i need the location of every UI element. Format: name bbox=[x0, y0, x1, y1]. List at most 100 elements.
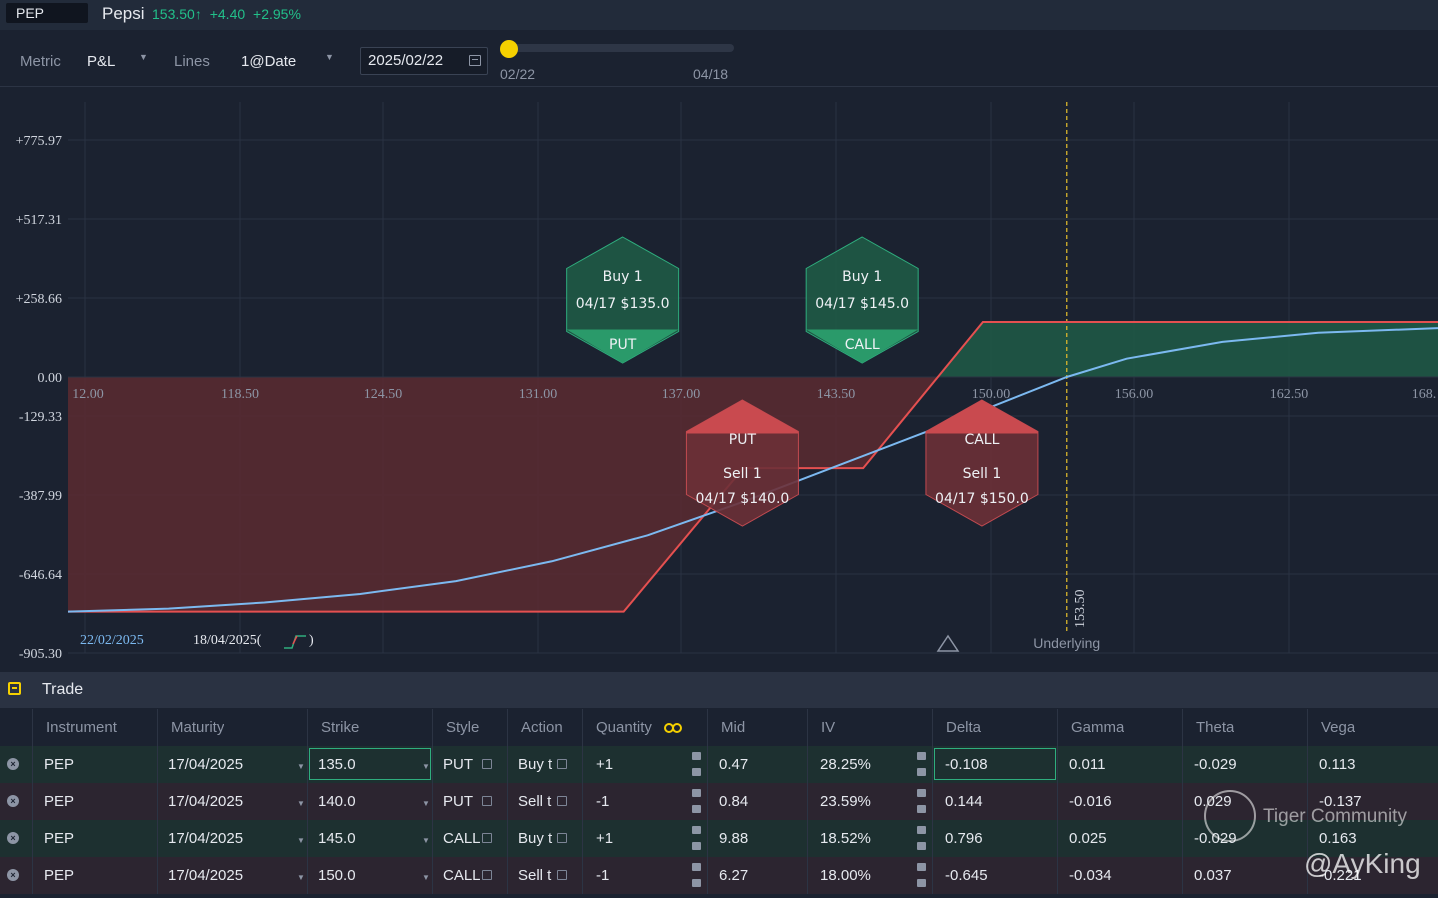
column-header-theta[interactable]: Theta bbox=[1196, 719, 1235, 736]
lines-chevron-down-icon[interactable]: ▼ bbox=[325, 52, 334, 62]
table-row: × PEP 17/04/2025 135.0 PUT Buy t +1 0.47 28.25% -… bbox=[0, 746, 1438, 783]
column-divider bbox=[307, 783, 308, 820]
maturity-chevron-down-icon[interactable]: ▼ bbox=[297, 762, 305, 771]
column-divider bbox=[432, 783, 433, 820]
iv-decrement-icon[interactable] bbox=[917, 768, 926, 776]
remove-leg-icon[interactable]: × bbox=[7, 832, 19, 844]
column-header-vega[interactable]: Vega bbox=[1321, 719, 1356, 736]
column-header-instrument[interactable]: Instrument bbox=[46, 719, 117, 736]
iv-increment-icon[interactable] bbox=[917, 826, 926, 834]
column-divider bbox=[1307, 783, 1308, 820]
trade-table: Instrument Maturity Strike Style Action Quant… bbox=[0, 709, 1438, 894]
calendar-icon[interactable] bbox=[469, 55, 481, 66]
cell-maturity[interactable]: 17/04/2025 bbox=[168, 756, 244, 773]
cell-strike[interactable]: 150.0 bbox=[318, 867, 356, 884]
maturity-chevron-down-icon[interactable]: ▼ bbox=[297, 873, 305, 882]
column-header-strike[interactable]: Strike bbox=[321, 719, 360, 736]
remove-leg-icon[interactable]: × bbox=[7, 795, 19, 807]
date-slider-handle[interactable] bbox=[500, 40, 518, 58]
quantity-decrement-icon[interactable] bbox=[692, 879, 701, 887]
remove-leg-icon[interactable]: × bbox=[7, 758, 19, 770]
strike-chevron-down-icon[interactable]: ▼ bbox=[422, 762, 430, 771]
strike-chevron-down-icon[interactable]: ▼ bbox=[422, 836, 430, 845]
cell-quantity[interactable]: +1 bbox=[596, 830, 614, 847]
cell-maturity[interactable]: 17/04/2025 bbox=[168, 830, 244, 847]
quantity-increment-icon[interactable] bbox=[692, 789, 701, 797]
iv-increment-icon[interactable] bbox=[917, 863, 926, 871]
maturity-chevron-down-icon[interactable]: ▼ bbox=[297, 836, 305, 845]
column-header-quantity[interactable]: Quantity bbox=[596, 719, 652, 736]
column-header-mid[interactable]: Mid bbox=[721, 719, 746, 736]
cell-action[interactable]: Sell t bbox=[518, 867, 552, 884]
quantity-decrement-icon[interactable] bbox=[692, 842, 701, 850]
column-header-style[interactable]: Style bbox=[446, 719, 480, 736]
leg-type-band bbox=[925, 400, 1038, 434]
date-input[interactable]: 2025/02/22 bbox=[360, 47, 488, 75]
action-edit-icon[interactable] bbox=[557, 833, 567, 843]
cell-action[interactable]: Buy t bbox=[518, 756, 553, 773]
symbol-field[interactable]: PEP bbox=[6, 3, 88, 23]
quantity-increment-icon[interactable] bbox=[692, 826, 701, 834]
column-divider bbox=[32, 709, 33, 746]
cell-delta: 0.796 bbox=[945, 830, 983, 847]
column-header-delta[interactable]: Delta bbox=[946, 719, 982, 736]
column-header-gamma[interactable]: Gamma bbox=[1071, 719, 1125, 736]
cell-iv: 23.59% bbox=[820, 793, 871, 810]
maturity-chevron-down-icon[interactable]: ▼ bbox=[297, 799, 305, 808]
action-edit-icon[interactable] bbox=[557, 870, 567, 880]
quantity-decrement-icon[interactable] bbox=[692, 768, 701, 776]
cell-style[interactable]: CALL bbox=[443, 830, 481, 847]
chart-controls: Metric P&L ▼ Lines 1@Date ▼ 2025/02/22 0… bbox=[0, 32, 1438, 87]
iv-decrement-icon[interactable] bbox=[917, 805, 926, 813]
cell-style[interactable]: PUT bbox=[443, 793, 473, 810]
leg-contract-label: 04/17 $140.0 bbox=[696, 491, 790, 507]
remove-leg-icon[interactable]: × bbox=[7, 869, 19, 881]
cell-maturity[interactable]: 17/04/2025 bbox=[168, 867, 244, 884]
quantity-increment-icon[interactable] bbox=[692, 863, 701, 871]
column-header-iv[interactable]: IV bbox=[821, 719, 836, 736]
lines-label: Lines bbox=[174, 53, 210, 70]
cell-strike[interactable]: 135.0 bbox=[318, 756, 356, 773]
cell-strike[interactable]: 140.0 bbox=[318, 793, 356, 810]
cell-quantity[interactable]: +1 bbox=[596, 756, 614, 773]
column-header-maturity[interactable]: Maturity bbox=[171, 719, 225, 736]
cell-action[interactable]: Sell t bbox=[518, 793, 552, 810]
iv-increment-icon[interactable] bbox=[917, 789, 926, 797]
cell-style[interactable]: CALL bbox=[443, 867, 481, 884]
price-change-pct: +2.95% bbox=[253, 6, 301, 22]
style-edit-icon[interactable] bbox=[482, 833, 492, 843]
style-edit-icon[interactable] bbox=[482, 759, 492, 769]
iv-increment-icon[interactable] bbox=[917, 752, 926, 760]
lines-select[interactable]: 1@Date bbox=[241, 53, 297, 70]
strike-chevron-down-icon[interactable]: ▼ bbox=[422, 799, 430, 808]
iv-decrement-icon[interactable] bbox=[917, 842, 926, 850]
cell-gamma: 0.025 bbox=[1069, 830, 1107, 847]
style-edit-icon[interactable] bbox=[482, 870, 492, 880]
quantity-decrement-icon[interactable] bbox=[692, 805, 701, 813]
strike-chevron-down-icon[interactable]: ▼ bbox=[422, 873, 430, 882]
quantity-increment-icon[interactable] bbox=[692, 752, 701, 760]
column-divider bbox=[157, 746, 158, 783]
date-slider-track[interactable] bbox=[506, 44, 734, 52]
column-divider bbox=[1307, 746, 1308, 783]
iv-decrement-icon[interactable] bbox=[917, 879, 926, 887]
expiry-date-label: 18/04/2025( bbox=[193, 633, 262, 648]
column-header-action[interactable]: Action bbox=[521, 719, 563, 736]
cell-strike[interactable]: 145.0 bbox=[318, 830, 356, 847]
column-divider bbox=[707, 746, 708, 783]
trade-panel-icon[interactable] bbox=[8, 682, 21, 695]
y-tick-label: -646.64 bbox=[19, 568, 62, 583]
metric-chevron-down-icon[interactable]: ▼ bbox=[139, 52, 148, 62]
quantity-link-icon[interactable] bbox=[664, 723, 682, 733]
cell-style[interactable]: PUT bbox=[443, 756, 473, 773]
action-edit-icon[interactable] bbox=[557, 759, 567, 769]
cell-maturity[interactable]: 17/04/2025 bbox=[168, 793, 244, 810]
leg-action-label: Buy 1 bbox=[842, 269, 882, 285]
metric-select[interactable]: P&L bbox=[87, 53, 116, 70]
style-edit-icon[interactable] bbox=[482, 796, 492, 806]
action-edit-icon[interactable] bbox=[557, 796, 567, 806]
pnl-line-expiry bbox=[68, 321, 1438, 613]
cell-action[interactable]: Buy t bbox=[518, 830, 553, 847]
cell-quantity[interactable]: -1 bbox=[596, 867, 610, 884]
cell-quantity[interactable]: -1 bbox=[596, 793, 610, 810]
